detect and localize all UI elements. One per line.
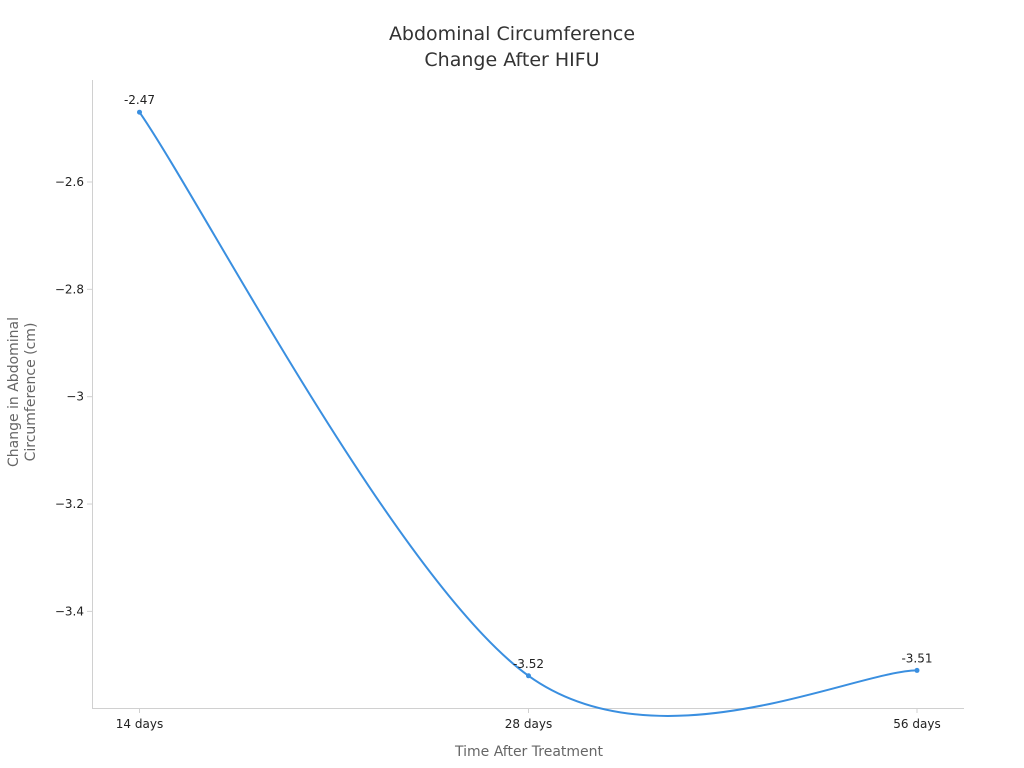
data-point [526,673,531,679]
y-tick-label: −3.2 [55,497,84,511]
chart-title-line-1: Abdominal Circumference [389,23,635,45]
chart-title-line-2: Change After HIFU [424,49,599,71]
y-axis-title-line-1: Change in Abdominal [6,317,22,467]
y-tick-label: −3.4 [55,604,84,618]
y-axis-title-line-2: Circumference (cm) [23,323,39,462]
data-label: -2.47 [124,93,155,107]
data-label: -3.51 [901,651,932,665]
data-point [137,109,142,115]
x-tick-label: 28 days [505,717,552,731]
data-point [914,667,920,673]
x-axis-title: Time After Treatment [454,744,604,760]
series-line [138,111,918,717]
y-tick-label: −2.6 [55,175,84,189]
x-tick-label: 56 days [893,717,940,731]
x-axis-ticks: 14 days 28 days 56 days [116,708,941,731]
series-group: -2.47 -3.52 -3.51 [124,93,933,717]
data-label: -3.52 [513,657,544,671]
y-tick-label: −3 [66,390,84,404]
x-tick-label: 14 days [116,717,163,731]
y-tick-label: −2.8 [55,282,84,296]
y-axis-ticks: −2.6 −2.8 −3 −3.2 −3.4 [55,175,92,618]
y-axis-title: Change in Abdominal Circumference (cm) [6,317,39,467]
